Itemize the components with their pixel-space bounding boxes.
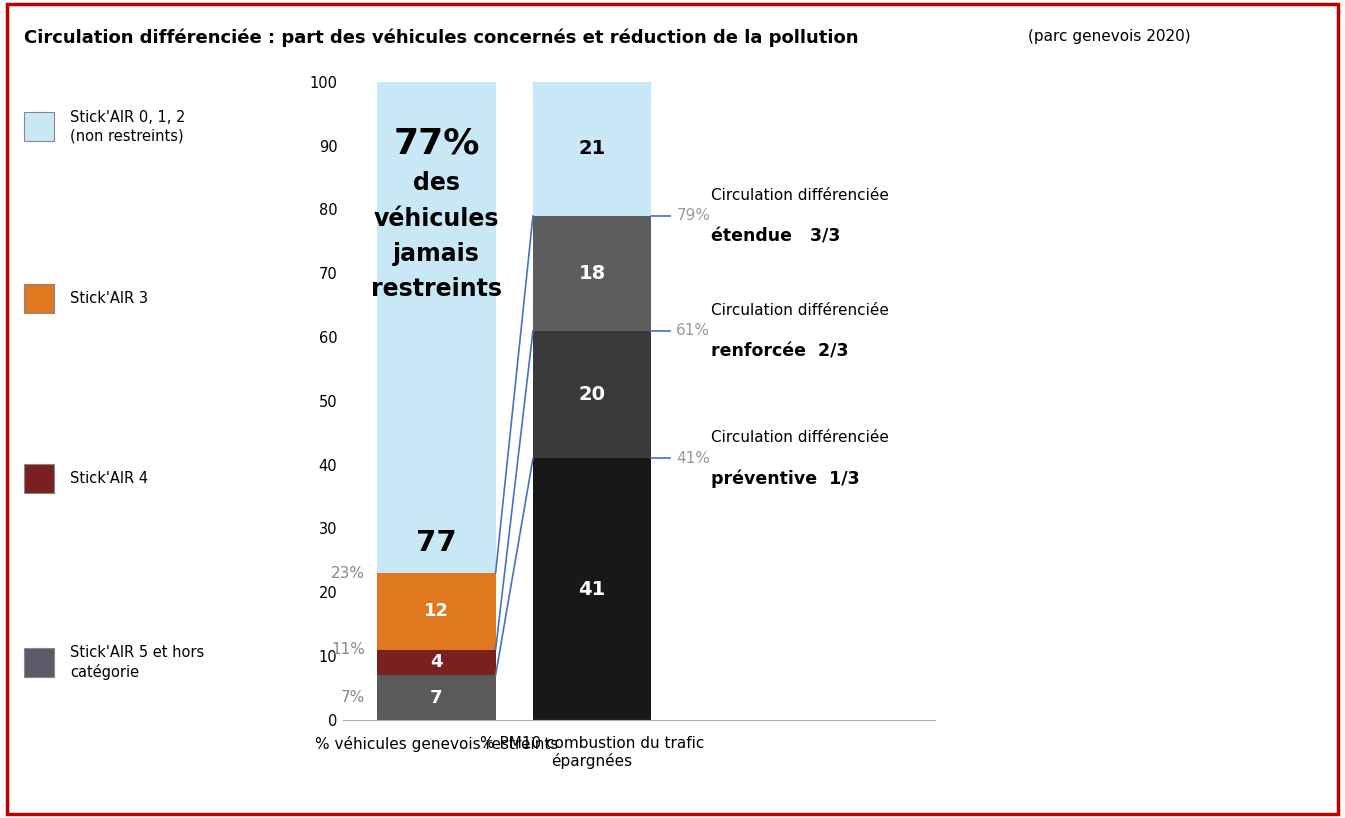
- Bar: [533, 216, 651, 330]
- Text: 41: 41: [578, 579, 605, 599]
- Text: 7: 7: [430, 689, 443, 707]
- Text: 4: 4: [430, 654, 443, 672]
- Bar: [533, 82, 651, 216]
- Text: 12: 12: [424, 602, 449, 620]
- Bar: [377, 573, 495, 649]
- Text: renforcée  2/3: renforcée 2/3: [710, 342, 847, 360]
- Bar: [533, 458, 651, 720]
- Text: Stick'AIR 0, 1, 2
(non restreints): Stick'AIR 0, 1, 2 (non restreints): [70, 110, 186, 144]
- Text: 77: 77: [416, 529, 457, 557]
- Text: 61%: 61%: [677, 323, 710, 338]
- Text: des
véhicules
jamais
restreints: des véhicules jamais restreints: [371, 171, 502, 301]
- Text: Circulation différenciée : part des véhicules concernés et réduction de la pollu: Circulation différenciée : part des véhi…: [24, 29, 858, 47]
- Text: 79%: 79%: [677, 209, 710, 223]
- Bar: [533, 330, 651, 458]
- Text: Circulation différenciée: Circulation différenciée: [710, 303, 889, 317]
- Bar: [377, 82, 495, 573]
- Text: Stick'AIR 4: Stick'AIR 4: [70, 471, 148, 486]
- Text: Stick'AIR 5 et hors
catégorie: Stick'AIR 5 et hors catégorie: [70, 645, 204, 681]
- Bar: [377, 675, 495, 720]
- Text: Circulation différenciée: Circulation différenciée: [710, 188, 889, 203]
- Text: préventive  1/3: préventive 1/3: [710, 470, 859, 488]
- Text: Circulation différenciée: Circulation différenciée: [710, 430, 889, 445]
- Text: Stick'AIR 3: Stick'AIR 3: [70, 291, 148, 306]
- Text: 11%: 11%: [331, 642, 364, 657]
- Text: 21: 21: [578, 139, 605, 159]
- Bar: [377, 649, 495, 675]
- Text: (parc genevois 2020): (parc genevois 2020): [1028, 29, 1190, 43]
- Text: étendue   3/3: étendue 3/3: [710, 227, 839, 245]
- Text: 7%: 7%: [340, 690, 364, 705]
- Text: 20: 20: [578, 385, 605, 404]
- Text: 18: 18: [578, 263, 605, 283]
- Text: 41%: 41%: [677, 451, 710, 465]
- Text: 23%: 23%: [331, 565, 364, 581]
- Text: 77%: 77%: [393, 127, 480, 160]
